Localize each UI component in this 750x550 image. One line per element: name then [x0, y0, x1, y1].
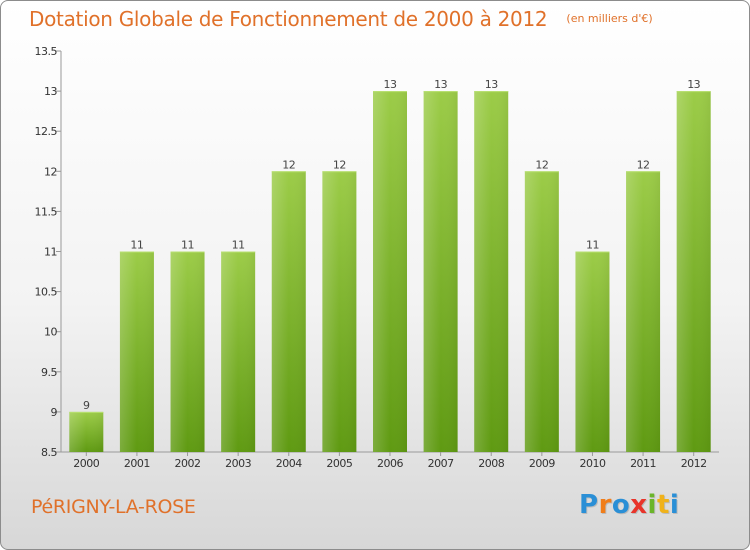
bar-shine: [474, 91, 509, 452]
chart-title-row: Dotation Globale de Fonctionnement de 20…: [29, 7, 653, 31]
y-tick-label: 8.5: [41, 446, 57, 459]
x-tick-label: 2011: [630, 457, 656, 470]
x-tick-label: 2006: [377, 457, 403, 470]
bar-value-label: 9: [83, 399, 90, 412]
bar-shine: [524, 171, 559, 453]
bar-shine: [676, 91, 711, 452]
x-tick-label: 2000: [73, 457, 99, 470]
bar-shine: [271, 171, 306, 453]
bar-shine: [373, 91, 407, 452]
bar-shine: [575, 251, 610, 452]
y-tick-label: 13.5: [35, 45, 58, 58]
bar-value-label: 13: [434, 78, 447, 91]
x-tick-label: 2005: [326, 457, 352, 470]
x-tick-label: 2002: [175, 457, 201, 470]
bar-value-label: 12: [282, 158, 295, 171]
logo-letter: i: [647, 490, 657, 520]
y-tick-label: 9.5: [41, 366, 57, 379]
bar-value-label: 12: [333, 158, 346, 171]
logo-letter: r: [598, 490, 612, 520]
bar-value-label: 11: [181, 239, 194, 252]
x-tick-label: 2004: [276, 457, 302, 470]
commune-name: PéRIGNY-LA-ROSE: [31, 496, 196, 518]
y-tick-label: 13: [44, 85, 57, 98]
y-tick-label: 11.5: [35, 205, 58, 218]
bars-group: [69, 91, 711, 453]
bar-value-label: 13: [384, 78, 397, 91]
logo-letter: x: [630, 490, 648, 520]
bar-value-label: 11: [586, 239, 599, 252]
x-tick-label: 2001: [124, 457, 150, 470]
chart-title: Dotation Globale de Fonctionnement de 20…: [29, 7, 548, 31]
logo-letter: o: [611, 490, 631, 520]
y-tick-label: 12: [44, 165, 57, 178]
x-tick-label: 2007: [428, 457, 454, 470]
proxiti-logo: Proxiti: [579, 490, 679, 520]
bar-value-label: 12: [535, 158, 548, 171]
bar-shine: [170, 251, 205, 452]
bar-shine: [69, 411, 104, 452]
labels-group: 9 2000 11 2001 11 2002 11 2003 12 2004 12 2005 13 200…: [73, 78, 707, 470]
logo-letter: i: [669, 490, 680, 520]
y-tick-label: 12.5: [35, 125, 58, 138]
bar-value-label: 12: [637, 158, 650, 171]
logo-letter: t: [656, 490, 670, 520]
bar-value-label: 13: [485, 78, 498, 91]
x-tick-label: 2003: [225, 457, 251, 470]
x-tick-label: 2008: [478, 457, 504, 470]
y-tick-label: 11: [44, 246, 57, 259]
bar-value-label: 11: [130, 239, 143, 252]
y-tick-label: 10.5: [35, 286, 58, 299]
bar-shine: [626, 171, 661, 453]
logo-letter: P: [579, 490, 599, 520]
x-tick-label: 2009: [529, 457, 555, 470]
bar-shine: [119, 251, 154, 452]
bar-shine: [423, 91, 458, 452]
y-tick-label: 9: [51, 406, 58, 419]
y-tick-label: 10: [44, 326, 57, 339]
bar-shine: [322, 171, 357, 453]
bar-value-label: 11: [232, 239, 245, 252]
chart-unit: (en milliers d'€): [566, 12, 653, 25]
bar-shine: [221, 251, 256, 452]
x-tick-label: 2012: [681, 457, 707, 470]
x-tick-label: 2010: [579, 457, 605, 470]
bar-value-label: 13: [687, 78, 700, 91]
